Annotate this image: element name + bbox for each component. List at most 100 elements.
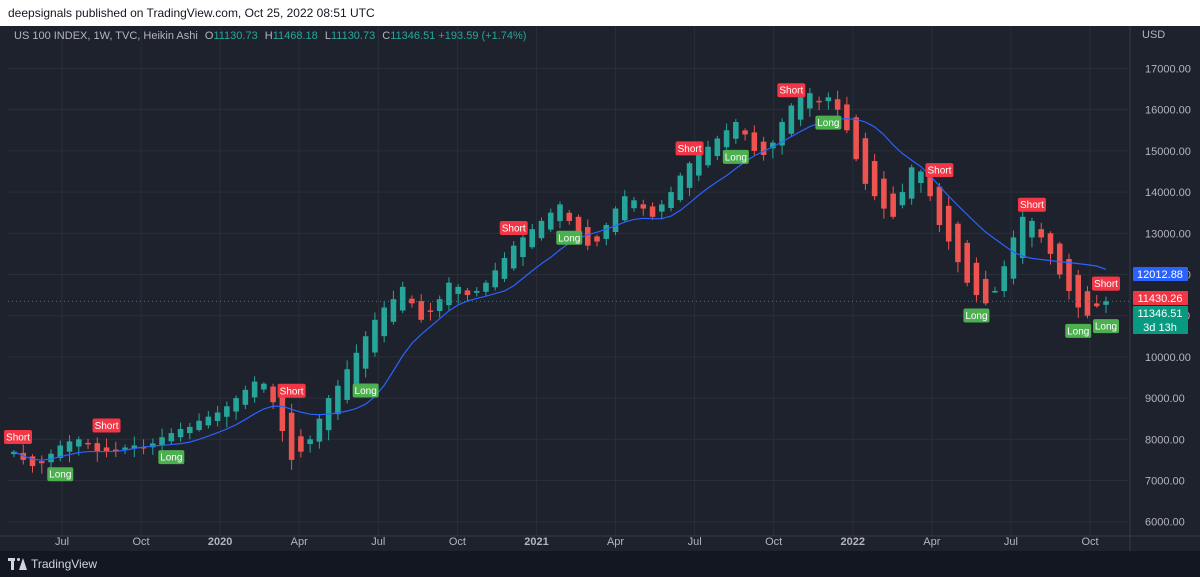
candle — [131, 436, 138, 458]
candle — [640, 199, 647, 216]
y-tick-label: 8000.00 — [1145, 434, 1185, 446]
signal-label: Long — [817, 118, 839, 129]
candle-body — [362, 336, 369, 369]
candle — [316, 413, 323, 449]
candle-body — [316, 418, 323, 442]
signal-label: Long — [1067, 326, 1089, 337]
candle-body — [76, 439, 82, 447]
candle — [251, 376, 258, 403]
signal-label: Long — [558, 233, 580, 244]
short-signal: Short — [1017, 197, 1046, 212]
candle-body — [85, 442, 91, 445]
candle — [853, 114, 859, 162]
candle — [38, 455, 45, 474]
grid-lines — [8, 26, 1128, 536]
candle — [594, 234, 600, 247]
long-signal: Long — [556, 230, 583, 245]
candle-body — [48, 453, 54, 463]
candle — [890, 186, 896, 220]
candle — [557, 201, 563, 229]
candle — [205, 410, 212, 429]
tradingview-brand: TradingView — [31, 557, 98, 571]
symbol-info: US 100 INDEX, 1W, TVC, Heikin Ashi — [14, 30, 198, 42]
signal-badge — [675, 141, 704, 156]
candle — [335, 379, 341, 420]
signal-badge — [1017, 197, 1046, 212]
candle-body — [344, 369, 350, 400]
signal-markers: Short Long Short Long Short Long Short Long Shor… — [4, 83, 1120, 482]
candle-body — [1047, 233, 1054, 254]
candle-body — [566, 212, 573, 221]
candle-body — [853, 117, 859, 160]
candle-body — [94, 443, 101, 452]
signal-label: Short — [280, 386, 304, 397]
candle — [677, 172, 684, 203]
candle-body — [899, 192, 906, 206]
candle — [455, 284, 461, 304]
candle-body — [871, 161, 878, 197]
candle-body — [473, 290, 480, 293]
y-tick-label: 9000.00 — [1145, 393, 1185, 405]
candle — [473, 287, 480, 297]
candle-body — [1038, 229, 1044, 238]
signal-label: Short — [502, 223, 526, 234]
symbol-legend: US 100 INDEX, 1W, TVC, Heikin Ashi O1113… — [14, 30, 526, 42]
candle — [918, 169, 924, 193]
candle — [372, 312, 378, 357]
candle-body — [844, 104, 850, 131]
signal-label: Short — [1094, 279, 1118, 290]
x-tick-label: 2021 — [524, 536, 548, 548]
candle-body — [150, 443, 156, 448]
signal-label: Short — [779, 86, 803, 97]
candle-body — [307, 439, 313, 444]
candlestick-chart[interactable]: USD 6000.00 7000.00 8000.00 9000.00 10000.00 1… — [0, 26, 1200, 551]
tradingview-logo[interactable]: TradingView — [8, 557, 97, 571]
candle — [11, 450, 17, 458]
x-tick-label: Jul — [371, 536, 385, 548]
candle-body — [714, 138, 721, 157]
signal-label: Long — [160, 453, 182, 464]
candle-body — [483, 282, 489, 292]
candle-body — [677, 175, 684, 201]
short-signal: Short — [675, 141, 704, 156]
candle — [1103, 296, 1109, 314]
candle-body — [612, 208, 619, 233]
candle — [187, 422, 193, 440]
candle — [881, 171, 887, 219]
y-tick-label: 16000.00 — [1145, 105, 1191, 117]
candle-body — [520, 237, 526, 258]
chart-panel[interactable]: USD 6000.00 7000.00 8000.00 9000.00 10000.00 1… — [0, 26, 1200, 551]
candle-body — [409, 298, 415, 304]
candle-body — [742, 130, 748, 135]
signal-badge — [4, 430, 32, 445]
long-signal: Long — [47, 467, 74, 482]
candle-body — [1084, 291, 1091, 316]
signal-label: Short — [95, 421, 119, 432]
x-tick-label: Jul — [55, 536, 69, 548]
signal-label: Long — [965, 311, 987, 322]
candle — [150, 438, 156, 455]
candle — [344, 360, 350, 404]
candle-body — [631, 200, 637, 209]
candle — [362, 331, 369, 378]
short-signal: Short — [925, 163, 954, 178]
signal-badge — [277, 383, 306, 398]
candle-body — [723, 130, 730, 148]
y-tick-label: 6000.00 — [1145, 517, 1185, 529]
candle-body — [649, 206, 656, 217]
candle-body — [603, 225, 610, 239]
price-tag — [1133, 266, 1188, 281]
candle — [1019, 208, 1026, 264]
candle-body — [38, 461, 45, 464]
candle — [399, 281, 406, 314]
tradingview-logo-icon — [8, 558, 27, 570]
currency-label: USD — [1142, 29, 1165, 41]
candle — [547, 208, 554, 232]
candle-body — [992, 290, 998, 293]
moving-average-line — [13, 118, 1107, 461]
y-tick-label: 15000.00 — [1145, 146, 1191, 158]
candle — [57, 440, 64, 462]
candle-body — [1019, 216, 1026, 259]
candle-body — [705, 146, 711, 166]
short-signal: Short — [277, 383, 306, 398]
